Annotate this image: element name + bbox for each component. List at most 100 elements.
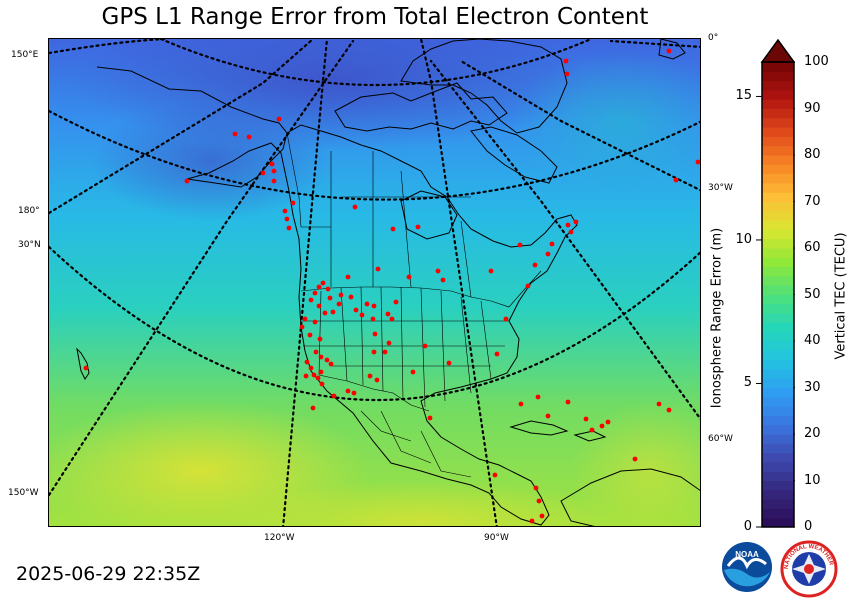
gps-station-90 [666,407,672,413]
colorbar-segment-25 [762,285,794,295]
gps-station-46 [353,307,359,313]
meridian-90w [419,39,498,526]
colorbar-segment-27 [762,266,794,277]
tec-tick-label-10: 100 [804,54,829,69]
gps-station-39 [370,316,376,322]
tec-tick-label-7: 70 [804,193,821,209]
gps-station-17 [440,277,446,283]
range-tick-label-0: 0 [743,519,752,534]
gps-station-56 [316,303,322,309]
colorbar-segment-48 [762,71,794,82]
gps-station-0 [232,131,238,137]
gps-station-29 [525,283,531,289]
tec-tick-label-6: 60 [804,240,821,255]
colorbar-segment-30 [762,238,794,249]
gps-station-8 [290,200,296,206]
gps-station-15 [435,268,441,274]
gps-station-7 [184,178,190,184]
colorbar-segment-35 [762,192,794,202]
latitude-circle-inner [159,39,593,87]
gps-station-84 [565,399,571,405]
graticule-label-90w: 90°W [484,533,509,543]
gps-station-2 [276,116,282,122]
tec-tick-label-3: 30 [804,379,821,395]
gps-station-53 [316,284,322,290]
tec-tick-label-8: 80 [804,147,821,162]
colorbar-segment-39 [762,155,794,165]
gps-station-97 [83,365,89,371]
gps-station-3 [269,161,275,167]
gps-station-100 [695,159,700,165]
gps-station-94 [536,498,542,504]
gps-station-44 [364,301,370,307]
colorbar-segment-41 [762,136,794,147]
map-frame [48,38,701,527]
colorbar-extend-arrow [760,38,795,63]
gps-station-48 [338,292,344,298]
gps-station-88 [605,419,611,425]
colorbar-segment-20 [762,331,794,342]
us-canada-border [300,270,542,308]
graticule-label-30w: 30°W [708,183,733,193]
colorbar-segment-28 [762,257,794,268]
gps-station-99 [666,48,672,54]
gps-station-28 [565,222,571,228]
gps-station-31 [494,351,500,357]
colorbar-segment-3 [762,489,794,500]
gps-station-20 [320,280,326,286]
tec-tick-label-9: 90 [804,100,821,116]
gps-station-34 [410,369,416,375]
latitude-circle-30n [49,245,700,401]
gps-station-36 [382,349,388,355]
gps-station-57 [322,310,328,316]
colorbar-segment-36 [762,182,794,193]
colorbar-segment-17 [762,359,794,370]
gps-station-58 [312,319,318,325]
gps-station-71 [319,381,325,387]
colorbar-segment-26 [762,275,794,286]
graticule [49,39,700,526]
gps-station-75 [331,393,337,399]
colorbar-segment-15 [762,378,794,388]
colorbar-segment-16 [762,368,794,379]
colorbar-segment-31 [762,229,794,240]
gps-station-32 [446,360,452,366]
gps-station-91 [632,456,638,462]
range-tick-label-3: 15 [735,88,752,104]
gps-station-102 [564,71,570,77]
gps-station-73 [318,369,324,375]
gps-station-70 [315,375,321,381]
political-borders [286,132,542,478]
gps-station-24 [545,251,551,257]
colorbar-segment-2 [762,499,794,509]
gps-station-5 [260,170,266,176]
gps-station-33 [422,343,428,349]
gps-station-89 [656,401,662,407]
tec-tick-label-4: 40 [804,333,821,348]
gps-station-74 [345,388,351,394]
gps-station-66 [328,361,334,367]
gps-station-41 [393,299,399,305]
tec-axis-label: Vertical TEC (TECU) [833,232,849,360]
hawaii [76,347,90,380]
colorbar-segment-43 [762,117,794,128]
colorbar-segment-19 [762,341,794,351]
meridian-150e [49,39,167,55]
gps-station-37 [371,349,377,355]
gps-station-12 [352,204,358,210]
gps-stations [83,48,700,524]
gps-station-4 [271,168,277,174]
range-tick-label-1: 5 [743,375,752,391]
tec-map [49,39,700,526]
gps-station-61 [307,332,313,338]
graticule-label-60w: 60°W [708,434,733,444]
gps-station-67 [304,359,310,365]
gps-station-47 [348,294,354,300]
gps-station-43 [371,303,377,309]
gps-station-76 [351,390,357,396]
colorbar-segment-13 [762,396,794,407]
tec-tick-label-0: 0 [804,519,813,534]
gps-station-1 [246,134,252,140]
gps-station-92 [492,472,498,478]
meridian-150w [49,39,355,497]
